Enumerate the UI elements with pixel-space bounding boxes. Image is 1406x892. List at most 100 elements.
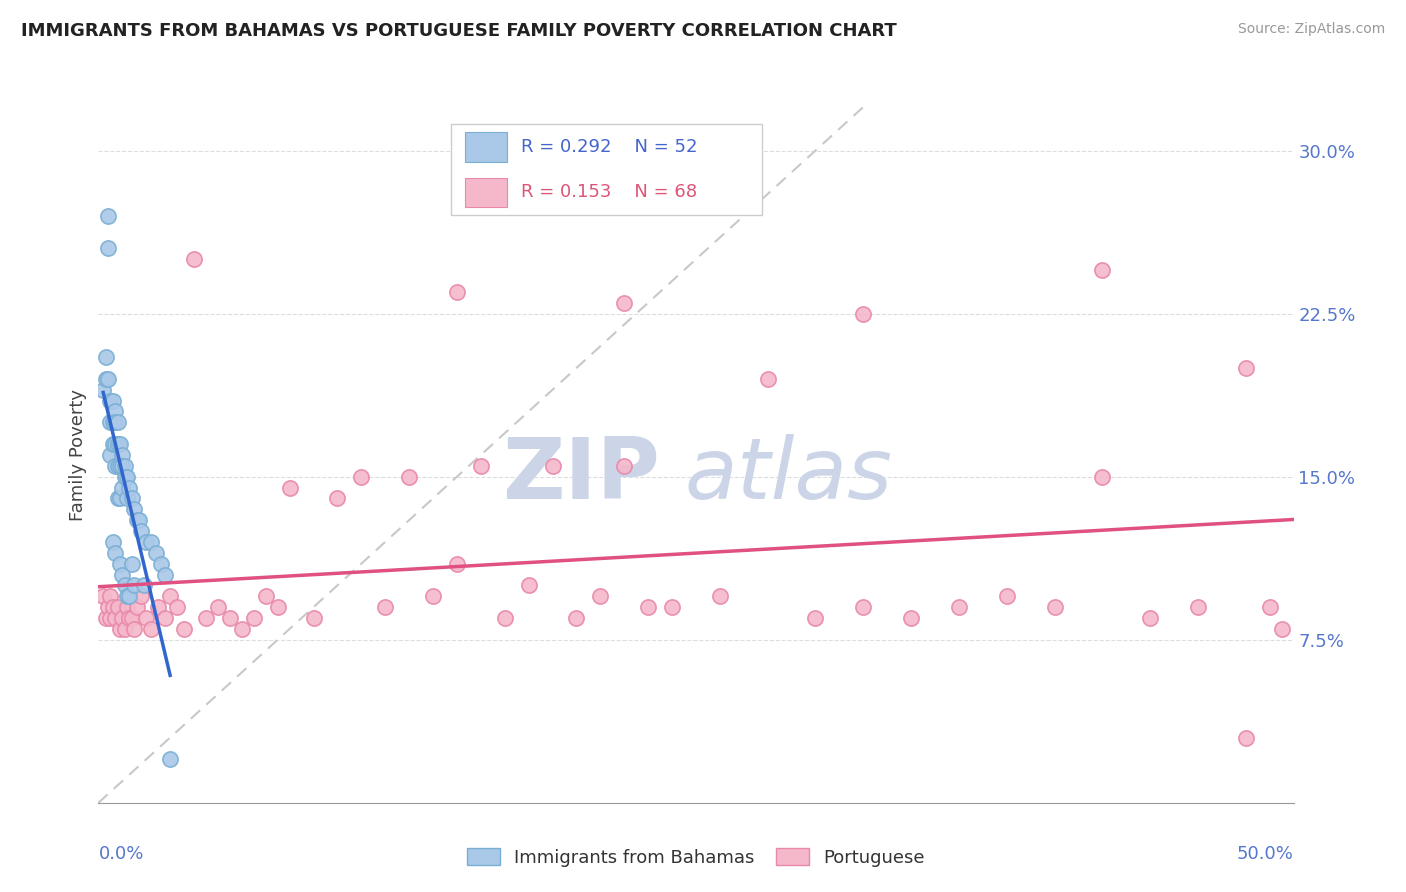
Legend: Immigrants from Bahamas, Portuguese: Immigrants from Bahamas, Portuguese [460, 840, 932, 874]
Point [1043, 600, 1066, 615]
Point [302, 611, 325, 625]
Point [107, 458, 129, 473]
Point [107, 600, 129, 615]
Point [108, 557, 131, 571]
Point [219, 611, 242, 625]
Point [107, 415, 129, 429]
Point [517, 578, 540, 592]
Point [101, 535, 124, 549]
Point [101, 415, 124, 429]
Point [326, 491, 349, 506]
Point [104, 458, 127, 473]
Point [135, 535, 157, 549]
Point [111, 481, 134, 495]
Point [446, 557, 468, 571]
Text: R = 0.292    N = 52: R = 0.292 N = 52 [522, 138, 697, 156]
Point [470, 458, 492, 473]
Point [98, 611, 122, 625]
Point [995, 589, 1018, 603]
Point [114, 458, 136, 473]
Point [422, 589, 444, 603]
Point [159, 752, 181, 766]
Point [541, 458, 564, 473]
Text: 50.0%: 50.0% [1237, 845, 1294, 863]
Point [104, 415, 127, 429]
Point [104, 437, 127, 451]
Point [107, 491, 129, 506]
Point [350, 469, 373, 483]
Point [104, 611, 127, 625]
Point [900, 611, 922, 625]
Point [613, 458, 636, 473]
Point [107, 437, 129, 451]
Point [114, 469, 136, 483]
Point [124, 502, 146, 516]
Point [149, 557, 172, 571]
Point [756, 372, 779, 386]
Point [254, 589, 277, 603]
Point [118, 611, 141, 625]
Point [108, 437, 131, 451]
Point [374, 600, 396, 615]
Point [111, 448, 134, 462]
Point [148, 600, 170, 615]
Point [115, 600, 138, 615]
Point [101, 437, 124, 451]
Point [98, 589, 122, 603]
Point [852, 307, 875, 321]
Point [108, 458, 131, 473]
Point [121, 491, 143, 506]
Point [111, 611, 134, 625]
Text: R = 0.153    N = 68: R = 0.153 N = 68 [522, 183, 697, 202]
Point [159, 589, 181, 603]
Point [267, 600, 290, 615]
Point [166, 600, 188, 615]
FancyBboxPatch shape [465, 178, 508, 207]
Point [183, 252, 205, 267]
Point [108, 491, 131, 506]
Point [114, 578, 136, 592]
Point [111, 567, 134, 582]
Point [613, 295, 636, 310]
Point [132, 578, 155, 592]
Point [661, 600, 683, 615]
Point [278, 481, 301, 495]
Point [101, 600, 124, 615]
Point [115, 469, 138, 483]
Point [173, 622, 195, 636]
Point [194, 611, 217, 625]
Point [125, 513, 148, 527]
Point [1258, 600, 1281, 615]
Y-axis label: Family Poverty: Family Poverty [69, 389, 87, 521]
Point [565, 611, 588, 625]
Point [139, 622, 162, 636]
Point [1139, 611, 1161, 625]
Point [104, 404, 127, 418]
Point [94, 611, 117, 625]
Point [709, 589, 731, 603]
Point [852, 600, 875, 615]
Point [104, 546, 127, 560]
Point [804, 611, 827, 625]
Point [115, 491, 138, 506]
Point [121, 557, 143, 571]
FancyBboxPatch shape [451, 124, 762, 215]
Point [243, 611, 266, 625]
Point [98, 448, 122, 462]
Text: atlas: atlas [685, 434, 891, 517]
Point [1187, 600, 1209, 615]
Point [118, 589, 141, 603]
Point [94, 350, 117, 364]
Point [91, 383, 114, 397]
Point [128, 513, 150, 527]
Point [97, 600, 120, 615]
Point [589, 589, 612, 603]
Point [446, 285, 468, 299]
Text: ZIP: ZIP [502, 434, 661, 517]
Point [231, 622, 253, 636]
Point [98, 415, 122, 429]
Point [97, 209, 120, 223]
Point [125, 600, 148, 615]
Text: Source: ZipAtlas.com: Source: ZipAtlas.com [1237, 22, 1385, 37]
Point [98, 393, 122, 408]
